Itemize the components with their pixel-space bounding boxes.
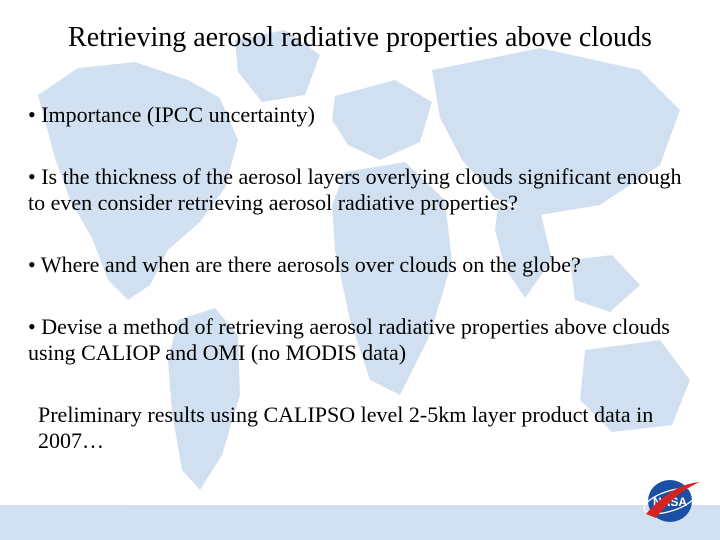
bullet-list: • Importance (IPCC uncertainty) • Is the… — [28, 102, 692, 366]
slide-title: Retrieving aerosol radiative properties … — [28, 22, 692, 54]
closing-text: Preliminary results using CALIPSO level … — [28, 402, 692, 454]
nasa-logo: NASA — [642, 474, 702, 524]
slide-container: Retrieving aerosol radiative properties … — [0, 0, 720, 540]
bullet-item: • Where and when are there aerosols over… — [28, 252, 692, 278]
bullet-item: • Importance (IPCC uncertainty) — [28, 102, 692, 128]
bullet-item: • Devise a method of retrieving aerosol … — [28, 314, 692, 366]
bullet-item: • Is the thickness of the aerosol layers… — [28, 164, 692, 216]
